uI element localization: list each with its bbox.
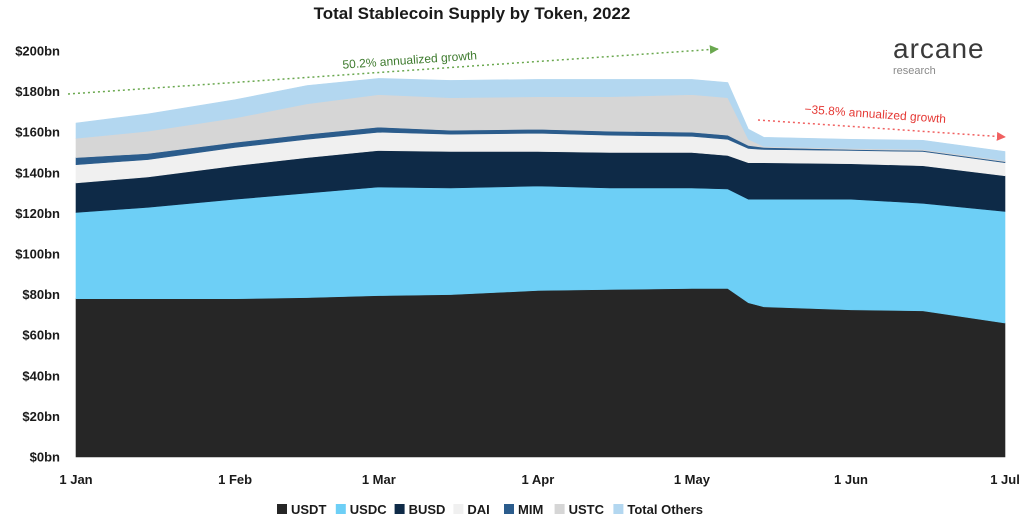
y-tick-label: $100bn — [15, 247, 60, 262]
y-tick-label: $0bn — [30, 450, 60, 465]
decline-arrow — [757, 119, 1006, 141]
y-axis-ticks: $0bn $20bn $40bn $60bn $80bn $100bn $120bn $140… — [15, 44, 60, 465]
growth-annotation: 50.2% annualized growth — [342, 48, 477, 71]
brand-logo: arcane — [893, 33, 985, 64]
y-tick-label: $120bn — [15, 206, 60, 221]
x-tick-label: 1 Mar — [362, 472, 396, 487]
legend-swatch-total-others — [613, 504, 624, 514]
legend-label-busd: BUSD — [409, 502, 446, 517]
legend-swatch-mim — [504, 504, 514, 514]
legend-label-usdc: USDC — [350, 502, 387, 517]
x-tick-label: 1 Apr — [522, 472, 555, 487]
y-tick-label: $160bn — [15, 125, 60, 140]
growth-arrow — [67, 45, 719, 95]
y-tick-label: $20bn — [22, 409, 60, 424]
y-tick-label: $180bn — [15, 84, 60, 99]
legend-label-total-others: Total Others — [627, 502, 703, 517]
y-tick-label: $60bn — [22, 328, 60, 343]
legend: USDT USDC BUSD DAI MIM USTC Total Others — [277, 502, 703, 517]
legend-label-mim: MIM — [518, 502, 543, 517]
legend-label-ustc: USTC — [569, 502, 605, 517]
y-tick-label: $80bn — [22, 287, 60, 302]
area-series-group — [75, 78, 1006, 458]
area-total-others — [75, 78, 1006, 161]
decline-annotation: −35.8% annualized growth — [804, 102, 946, 126]
area-usdt — [75, 288, 1006, 458]
x-axis-ticks: 1 Jan 1 Feb 1 Mar 1 Apr 1 May 1 Jun 1 Jul — [59, 472, 1019, 487]
legend-label-usdt: USDT — [291, 502, 326, 517]
y-tick-label: $140bn — [15, 165, 60, 180]
x-tick-label: 1 Jun — [834, 472, 868, 487]
chart-title: Total Stablecoin Supply by Token, 2022 — [314, 4, 631, 23]
legend-swatch-usdc — [335, 504, 346, 514]
brand-subtitle: research — [893, 65, 936, 77]
legend-swatch-ustc — [554, 504, 565, 514]
x-tick-label: 1 May — [674, 472, 711, 487]
legend-swatch-dai — [453, 504, 464, 514]
legend-swatch-usdt — [277, 504, 287, 514]
y-tick-label: $40bn — [22, 368, 60, 383]
x-tick-label: 1 Jul — [990, 472, 1020, 487]
legend-label-dai: DAI — [467, 502, 489, 517]
x-tick-label: 1 Jan — [59, 472, 92, 487]
legend-swatch-busd — [394, 504, 405, 514]
x-tick-label: 1 Feb — [218, 472, 252, 487]
y-tick-label: $200bn — [15, 44, 60, 59]
